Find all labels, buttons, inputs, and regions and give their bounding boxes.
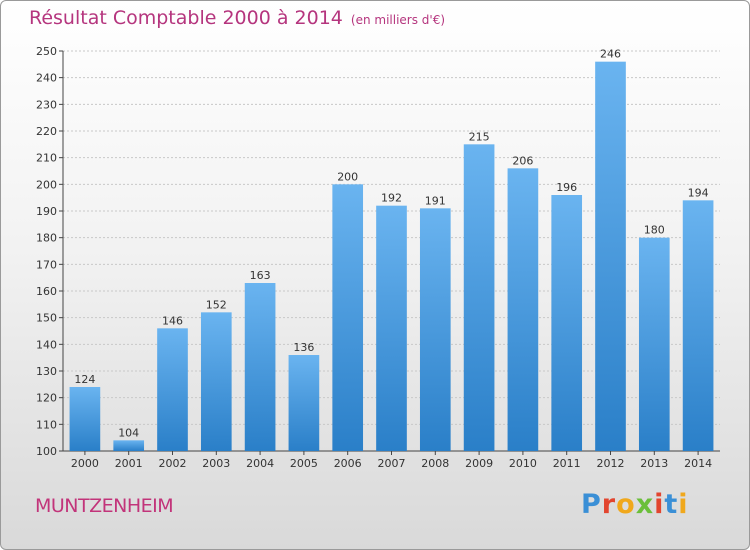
bar	[332, 184, 364, 452]
y-tick-label: 160	[36, 285, 57, 298]
bar	[463, 144, 495, 452]
bar-value-label: 124	[74, 373, 95, 386]
y-tick-label: 120	[36, 392, 57, 405]
bar	[288, 355, 320, 451]
bars	[69, 61, 714, 452]
y-tick-label: 240	[36, 72, 57, 85]
bar	[507, 168, 539, 452]
y-tick-label: 250	[36, 45, 57, 58]
x-tick-label: 2010	[509, 457, 537, 470]
x-tick-label: 2002	[159, 457, 187, 470]
y-tick-label: 130	[36, 365, 57, 378]
bar-value-label: 136	[293, 341, 314, 354]
logo-letter: i	[654, 489, 665, 520]
bar-value-label: 215	[469, 130, 490, 143]
bar-value-label: 152	[206, 298, 227, 311]
x-tick-label: 2001	[115, 457, 143, 470]
chart-subtitle: (en milliers d'€)	[350, 13, 446, 27]
data-labels: 124 104 146 152 163 136 200 192 191 215 206 196 246 1…	[74, 48, 708, 440]
bar	[113, 440, 145, 451]
x-tick-label: 2009	[465, 457, 493, 470]
city-name: MUNTZENHEIM	[35, 495, 174, 517]
logo-letter: x	[635, 489, 655, 520]
y-tick-label: 210	[36, 152, 57, 165]
y-tick-label: 170	[36, 258, 57, 271]
bar	[551, 195, 583, 451]
bar-value-label: 146	[162, 314, 183, 327]
bar	[69, 387, 101, 451]
bar-value-label: 246	[600, 48, 621, 61]
bar-value-label: 163	[250, 269, 271, 282]
x-tick-label: 2000	[71, 457, 99, 470]
bar-value-label: 194	[688, 186, 709, 199]
x-tick-label: 2006	[334, 457, 362, 470]
y-tick-label: 230	[36, 98, 57, 111]
y-tick-label: 100	[36, 445, 57, 458]
bar	[638, 237, 670, 451]
x-tick-label: 2005	[290, 457, 318, 470]
bar-value-label: 104	[118, 426, 139, 439]
x-tick-label: 2007	[378, 457, 406, 470]
x-tick-label: 2011	[553, 457, 581, 470]
y-tick-label: 200	[36, 178, 57, 191]
proxiti-logo: Proxiti	[581, 489, 689, 520]
bar	[157, 328, 188, 451]
y-tick-label: 140	[36, 338, 57, 351]
y-tick-label: 190	[36, 205, 57, 218]
x-tick-label: 2003	[202, 457, 230, 470]
logo-letter: P	[581, 489, 602, 520]
y-tick-label: 150	[36, 312, 57, 325]
x-tick-label: 2012	[597, 457, 625, 470]
bar	[682, 200, 714, 451]
bar	[244, 283, 276, 451]
logo-letter: o	[616, 489, 636, 520]
chart-title: Résultat Comptable 2000 à 2014 (en millie…	[29, 7, 445, 29]
y-tick-label: 220	[36, 125, 57, 138]
bar-value-label: 191	[425, 194, 446, 207]
bar	[376, 205, 407, 451]
logo-letter: i	[678, 489, 689, 520]
y-tick-label: 180	[36, 232, 57, 245]
x-tick-label: 2004	[246, 457, 274, 470]
x-tick-label: 2014	[684, 457, 712, 470]
bar-value-label: 196	[556, 181, 577, 194]
bar	[419, 208, 451, 451]
x-tick-label: 2013	[640, 457, 668, 470]
bar-value-label: 180	[644, 224, 665, 237]
bar-value-label: 206	[512, 154, 533, 167]
bar	[595, 61, 626, 452]
logo-letter: r	[601, 489, 617, 520]
y-tick-label: 110	[36, 418, 57, 431]
logo-letter: t	[664, 489, 679, 520]
chart-title-text: Résultat Comptable 2000 à 2014	[29, 7, 343, 29]
x-tick-label: 2008	[421, 457, 449, 470]
axes: 100 110 120 130 140 150 160 170 180 190 200 210 220 2…	[36, 45, 720, 470]
bar-value-label: 192	[381, 192, 402, 205]
bar	[200, 312, 232, 451]
bar-value-label: 200	[337, 170, 358, 183]
